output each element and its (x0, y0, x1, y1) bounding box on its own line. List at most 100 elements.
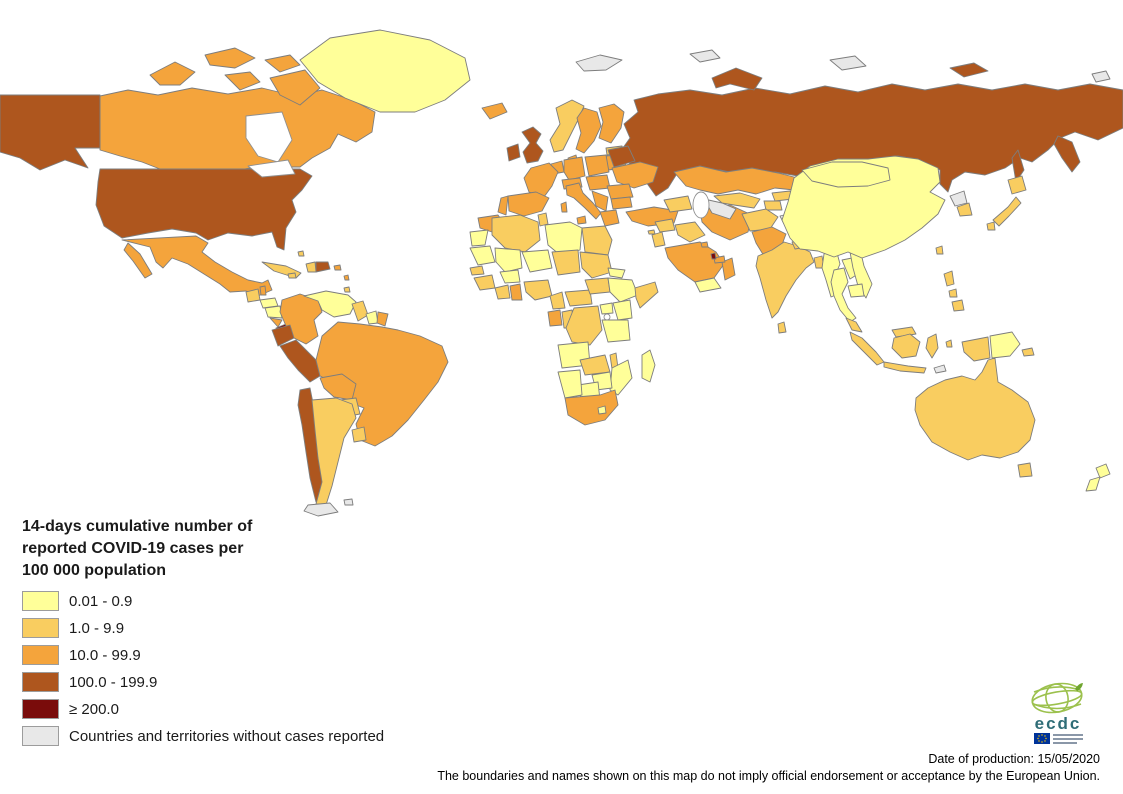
country-suriname (365, 310, 379, 325)
country-new-zealand-south (1085, 476, 1101, 492)
country-guyana (351, 300, 369, 322)
legend-swatch-1 (22, 591, 59, 611)
country-tanzania (601, 319, 631, 343)
country-mali (494, 247, 523, 273)
country-canada-arctic-4 (224, 71, 261, 91)
eu-flag-row (1018, 733, 1098, 744)
country-indonesia-papua (961, 336, 991, 362)
country-iceland (481, 102, 508, 120)
legend-label-1: 0.01 - 0.9 (69, 592, 133, 610)
legend-row-5: ≥ 200.0 (22, 699, 384, 719)
country-wrangel-island (1091, 70, 1111, 83)
legend-label-2: 1.0 - 9.9 (69, 619, 125, 637)
country-central-europe (585, 174, 611, 191)
country-indonesia-borneo (891, 333, 921, 359)
country-japan-kyushu (986, 221, 996, 231)
ecdc-logo: ecdc (1018, 681, 1098, 744)
country-sicily (576, 215, 587, 225)
ecdc-wordmark: ecdc (1034, 714, 1082, 733)
country-sri-lanka (777, 321, 787, 334)
country-uk (521, 126, 544, 164)
country-ivory-coast (494, 284, 511, 300)
country-kenya (612, 299, 633, 321)
country-malaysia (845, 317, 863, 333)
country-lesotho (597, 405, 607, 415)
country-poland (584, 154, 610, 177)
map-legend: 14-days cumulative number of reported CO… (22, 516, 384, 753)
country-south-korea (956, 202, 973, 217)
country-philippines-mindanao (951, 299, 965, 312)
country-belize (259, 285, 267, 296)
country-central-african-republic (564, 289, 593, 307)
country-ukraine (611, 161, 659, 189)
country-caucasus (663, 195, 693, 213)
country-russia-sakhalin (1011, 149, 1025, 183)
country-thailand (830, 267, 857, 323)
country-syria (654, 218, 676, 233)
country-nigeria (523, 279, 553, 301)
country-indonesia-java (883, 361, 927, 374)
legend-row-2: 1.0 - 9.9 (22, 618, 384, 638)
country-new-zealand-north (1095, 463, 1111, 479)
country-niger (521, 249, 553, 273)
country-france (523, 162, 559, 198)
legend-swatch-5 (22, 699, 59, 719)
country-somalia (634, 281, 659, 309)
country-drc (565, 305, 603, 346)
country-australia-tasmania (1017, 462, 1033, 478)
country-new-britain (1021, 347, 1035, 357)
country-finland (598, 103, 625, 144)
country-franz-josef-land (689, 49, 721, 63)
country-libya (544, 221, 583, 256)
country-uae (713, 255, 726, 264)
country-mexico-baja (123, 242, 153, 279)
country-ethiopia (607, 277, 639, 303)
country-indonesia-moluccas (945, 339, 953, 348)
legend-row-4: 100.0 - 199.9 (22, 672, 384, 692)
country-mauritania (469, 245, 496, 266)
country-yemen (694, 277, 722, 293)
country-oman (721, 257, 736, 281)
country-indonesia-sumatra (849, 331, 885, 366)
country-indonesia-sulawesi (925, 333, 939, 359)
country-novaya-zemlya (711, 67, 763, 91)
country-canada-arctic-2 (204, 47, 256, 69)
country-israel-jordan (651, 231, 666, 248)
country-western-sahara (469, 229, 489, 247)
legend-swatch-2 (22, 618, 59, 638)
country-japan-hokkaido (1007, 175, 1027, 195)
country-portugal (497, 195, 509, 216)
country-japan-honshu (992, 196, 1022, 227)
country-kazakhstan (673, 165, 799, 195)
country-south-africa (564, 389, 619, 426)
legend-label-6: Countries and territories without cases … (69, 727, 385, 745)
legend-label-3: 10.0 - 99.9 (69, 646, 141, 664)
eu-flag-icon (1033, 733, 1050, 744)
country-french-guiana (376, 311, 389, 327)
country-new-siberian-islands (949, 62, 989, 78)
country-egypt (581, 225, 613, 256)
legend-swatch-3 (22, 645, 59, 665)
country-trinidad (343, 286, 351, 293)
lake-victoria (603, 313, 611, 321)
legend-swatch-4 (22, 672, 59, 692)
country-qatar (710, 252, 717, 260)
ecdc-leaf-icon (1075, 683, 1083, 691)
country-dominican-republic (315, 261, 331, 273)
country-turkmenistan (703, 198, 737, 220)
country-bahamas (297, 250, 305, 257)
ecdc-globe-icon (1031, 682, 1083, 714)
country-ecuador (271, 324, 295, 347)
country-puerto-rico (333, 264, 342, 271)
legend-swatch-6 (22, 726, 59, 746)
country-lesser-antilles (343, 274, 350, 281)
country-sardinia (560, 201, 568, 213)
country-jamaica (287, 272, 297, 279)
country-cameroon (549, 291, 566, 310)
legend-label-5: ≥ 200.0 (69, 700, 119, 718)
country-usa (95, 168, 313, 251)
country-ireland (506, 143, 521, 162)
country-falkland-islands (343, 498, 354, 506)
legend-title: 14-days cumulative number of reported CO… (22, 518, 253, 579)
